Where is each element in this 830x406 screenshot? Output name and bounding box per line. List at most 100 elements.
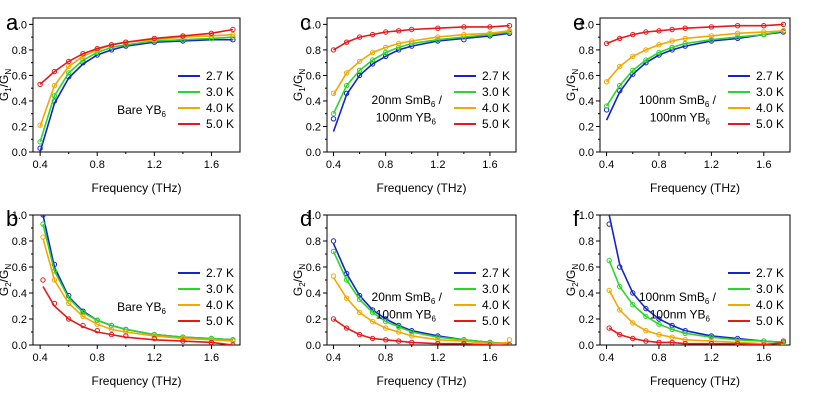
fit-line [608, 290, 784, 345]
legend-entry: 2.7 K [482, 266, 510, 280]
sample-label-sub: 6 [432, 118, 437, 127]
x-axis-label: Frequency (THz) [376, 374, 466, 388]
fit-line [332, 31, 510, 115]
y-label-sub: N [571, 69, 580, 75]
x-axis-label: Frequency (THz) [91, 181, 181, 195]
sample-label-text: / [435, 290, 442, 304]
legend-entry: 4.0 K [756, 298, 784, 312]
y-tick-label: 1.0 [306, 19, 321, 31]
sample-label: Bare YB6 [117, 103, 166, 119]
panel-f: f 0.0 0.2 0.4 0.6 0.8 1.0 0.4 0.8 1.2 1.6 Frequency… [564, 206, 791, 388]
data-point [617, 88, 623, 94]
data-point [603, 103, 610, 109]
sample-label-line2: 100nm YB6 [376, 308, 437, 324]
y-tick-label: 0.8 [306, 236, 321, 248]
data-point [682, 330, 688, 336]
data-point [409, 339, 415, 345]
x-tick-label: 0.8 [651, 159, 666, 171]
y-tick-label: 0.0 [12, 340, 27, 352]
data-point [630, 31, 636, 38]
data-point [330, 316, 337, 322]
data-point [108, 326, 115, 333]
data-point [369, 49, 376, 56]
data-point [343, 325, 350, 331]
panel-letter: e [573, 10, 585, 35]
y-tick-label: 0.8 [579, 45, 594, 57]
data-point [506, 337, 513, 343]
data-point [383, 29, 389, 35]
y-axis-label: G2/GN [564, 264, 580, 296]
data-point [630, 53, 636, 59]
y-label-main: G [564, 92, 578, 101]
data-point [40, 215, 46, 218]
legend-entry: 4.0 K [756, 101, 784, 115]
legend-entry: 5.0 K [206, 117, 234, 131]
data-point [669, 339, 675, 345]
data-point [643, 29, 649, 35]
y-tick-label: 0.2 [12, 121, 27, 133]
data-point [487, 30, 493, 36]
data-point [343, 277, 350, 283]
series-40K [603, 28, 787, 85]
data-point [734, 34, 741, 40]
data-point [669, 334, 675, 340]
sample-label-text: 100nm YB [376, 308, 432, 322]
fit-line [39, 28, 234, 85]
x-tick-label: 1.6 [756, 159, 771, 171]
data-point [617, 82, 623, 89]
data-point [151, 335, 158, 342]
data-point [708, 341, 715, 345]
data-point [369, 335, 376, 342]
series-40K [330, 28, 513, 97]
panel-letter: b [6, 206, 18, 231]
data-point [396, 324, 402, 330]
data-point [330, 47, 337, 53]
y-label-main: G [564, 287, 578, 296]
data-point [383, 325, 389, 331]
x-tick-label: 0.4 [599, 159, 614, 171]
data-point [396, 40, 402, 47]
data-point [383, 53, 389, 59]
data-point [643, 328, 649, 334]
data-point [356, 331, 363, 338]
fit-line [39, 36, 233, 143]
y-tick-label: 0.8 [306, 45, 321, 57]
y-label-sub: 1 [571, 87, 580, 92]
x-axis-label: Frequency (THz) [650, 181, 740, 195]
y-label-mid: /G [564, 75, 578, 88]
data-point [617, 35, 623, 42]
data-point [230, 342, 236, 345]
sample-label-sub: 6 [431, 100, 436, 109]
data-point [506, 342, 513, 345]
data-point [409, 38, 415, 44]
sample-label-sub: 6 [705, 297, 710, 306]
data-point [40, 277, 46, 283]
series-50K [37, 26, 236, 88]
data-point [208, 339, 215, 345]
y-tick-label: 0.0 [306, 340, 321, 352]
legend-entry: 2.7 K [206, 266, 234, 280]
y-tick-label: 0.6 [579, 262, 594, 274]
data-point [630, 335, 636, 342]
data-point [487, 342, 493, 345]
sample-label-line1: 100nm SmB6 / [639, 290, 717, 306]
y-tick-label: 0.6 [306, 70, 321, 82]
legend-entry: 5.0 K [206, 314, 234, 328]
data-point [409, 333, 415, 339]
x-tick-label: 0.8 [378, 159, 393, 171]
data-point [51, 277, 58, 283]
legend-entry: 3.0 K [482, 282, 510, 296]
data-point [356, 309, 363, 316]
y-tick-label: 1.0 [12, 210, 27, 222]
data-point [603, 107, 610, 113]
sample-label-line1: 20nm SmB6 / [372, 290, 443, 306]
fit-line [605, 30, 784, 83]
sample-label-text: / [435, 93, 442, 107]
y-tick-label: 0.6 [306, 262, 321, 274]
y-tick-label: 1.0 [579, 210, 594, 222]
y-axis-label: G1/GN [0, 69, 13, 101]
legend-entry: 5.0 K [482, 117, 510, 131]
data-point [343, 39, 350, 45]
data-point [330, 90, 337, 97]
data-point [369, 31, 376, 38]
